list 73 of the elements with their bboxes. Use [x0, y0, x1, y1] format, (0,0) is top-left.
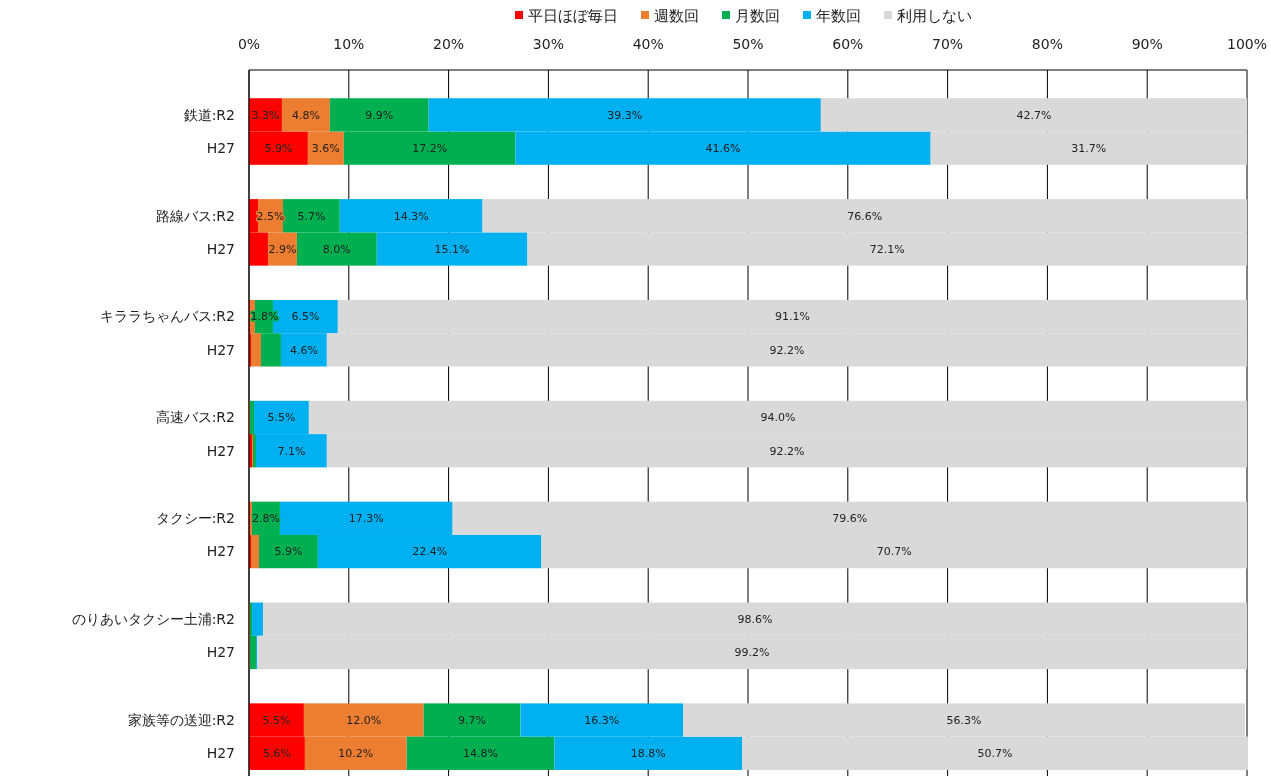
- data-label: 99.2%: [734, 646, 770, 660]
- y-tick-label: キララちゃんバス:R2: [99, 308, 235, 325]
- data-label: 5.5%: [262, 713, 291, 727]
- y-tick-label: 高速バス:R2: [155, 409, 235, 426]
- legend-label: 平日ほぼ毎日: [528, 7, 618, 26]
- x-tick-label: 100%: [1226, 35, 1268, 52]
- y-tick-label: 鉄道:R2: [183, 106, 235, 123]
- data-label: 16.3%: [584, 713, 620, 727]
- data-label: 41.6%: [705, 142, 741, 156]
- x-tick-label: 10%: [333, 35, 365, 52]
- data-label: 94.0%: [760, 411, 796, 425]
- data-label: 6.5%: [291, 310, 320, 324]
- data-label: 2.8%: [251, 512, 280, 526]
- legend-label: 週数回: [654, 7, 699, 26]
- data-label: 10.2%: [338, 747, 374, 761]
- y-tick-label: タクシー:R2: [155, 510, 235, 527]
- x-tick-label: 70%: [932, 35, 964, 52]
- data-label: 70.7%: [876, 545, 912, 559]
- data-label: 92.2%: [769, 444, 805, 458]
- data-label: 3.3%: [251, 108, 280, 122]
- x-tick-label: 0%: [237, 35, 261, 52]
- x-tick-label: 30%: [532, 35, 564, 52]
- data-label: 2.9%: [268, 242, 297, 256]
- y-tick-label: H27: [206, 442, 235, 459]
- data-label: 7.1%: [277, 444, 306, 458]
- data-label: 50.7%: [977, 747, 1013, 761]
- y-tick-label: 路線バス:R2: [155, 207, 235, 224]
- x-tick-label: 20%: [433, 35, 465, 52]
- x-tick-label: 40%: [632, 35, 664, 52]
- data-label: 56.3%: [946, 713, 982, 727]
- data-label: 31.7%: [1071, 142, 1107, 156]
- x-tick-label: 50%: [732, 35, 764, 52]
- data-label: 3.6%: [311, 142, 340, 156]
- data-label: 14.8%: [463, 747, 499, 761]
- data-label: 92.2%: [769, 343, 805, 357]
- data-label: 42.7%: [1016, 108, 1052, 122]
- y-tick-label: H27: [206, 140, 235, 157]
- data-label: 5.5%: [267, 411, 296, 425]
- data-label: 12.0%: [346, 713, 382, 727]
- data-label: 18.8%: [630, 747, 666, 761]
- data-label: 72.1%: [869, 242, 905, 256]
- y-tick-label: H27: [206, 745, 235, 762]
- data-label: 9.9%: [365, 108, 394, 122]
- data-label: 9.7%: [458, 713, 487, 727]
- data-label: 91.1%: [774, 310, 810, 324]
- y-tick-label: H27: [206, 240, 235, 257]
- x-tick-label: 80%: [1031, 35, 1063, 52]
- legend-label: 利用しない: [897, 7, 972, 26]
- data-label: 17.3%: [348, 512, 384, 526]
- legend-label: 月数回: [735, 7, 780, 26]
- x-tick-label: 90%: [1131, 35, 1163, 52]
- data-label: 8.0%: [322, 242, 351, 256]
- y-tick-label: のりあいタクシー土浦:R2: [71, 611, 235, 628]
- data-label: 17.2%: [412, 142, 448, 156]
- x-tick-label: 60%: [832, 35, 864, 52]
- data-label: 39.3%: [607, 108, 643, 122]
- y-tick-label: 家族等の送迎:R2: [127, 711, 235, 728]
- data-label: 4.6%: [289, 343, 318, 357]
- data-label: 5.9%: [274, 545, 303, 559]
- data-label: 14.3%: [393, 209, 429, 223]
- y-tick-label: H27: [206, 341, 235, 358]
- y-tick-label: H27: [206, 543, 235, 560]
- data-label: 5.6%: [262, 747, 291, 761]
- data-label: 76.6%: [847, 209, 883, 223]
- data-label: 5.7%: [297, 209, 326, 223]
- data-label: 98.6%: [737, 613, 773, 627]
- data-label: 22.4%: [412, 545, 448, 559]
- data-label: 5.9%: [264, 142, 293, 156]
- y-tick-label: H27: [206, 644, 235, 661]
- legend-label: 年数回: [816, 7, 861, 26]
- data-label: 79.6%: [832, 512, 868, 526]
- data-label: 15.1%: [434, 242, 470, 256]
- data-label: 4.8%: [291, 108, 320, 122]
